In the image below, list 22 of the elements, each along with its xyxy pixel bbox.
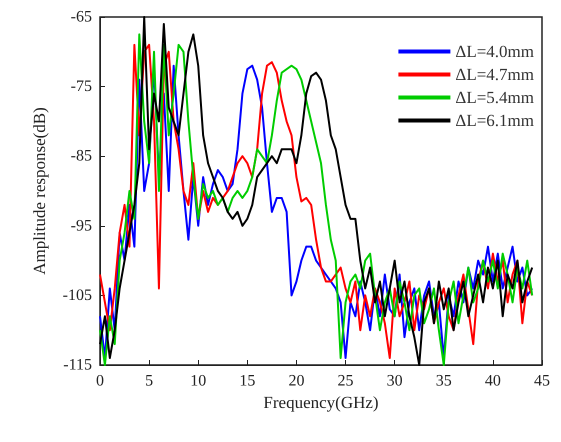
- x-tick-label: 20: [288, 372, 304, 390]
- x-tick-label: 5: [145, 372, 154, 390]
- legend-label: ΔL=5.4mm: [455, 88, 534, 107]
- legend-label: ΔL=6.1mm: [455, 111, 534, 130]
- y-tick-label: -105: [62, 286, 92, 304]
- x-tick-label: 40: [484, 372, 501, 390]
- x-tick-label: 25: [338, 372, 354, 390]
- x-tick-label: 30: [386, 372, 403, 390]
- legend-label: ΔL=4.0mm: [455, 42, 534, 61]
- legend-label: ΔL=4.7mm: [455, 65, 534, 84]
- y-tick-label: -85: [70, 148, 92, 165]
- x-tick-label: 35: [436, 372, 452, 390]
- x-tick-label: 0: [96, 372, 104, 390]
- y-tick-label: -115: [63, 356, 92, 374]
- x-tick-label: 45: [534, 372, 550, 390]
- y-tick-label: -65: [70, 8, 92, 26]
- y-axis-title: Amplitude response(dB): [30, 107, 49, 275]
- y-tick-label: -95: [70, 217, 92, 234]
- x-tick-label: 15: [239, 372, 256, 390]
- x-axis-title: Frequency(GHz): [263, 392, 379, 412]
- x-tick-label: 10: [190, 372, 206, 390]
- y-tick-label: -75: [70, 78, 92, 96]
